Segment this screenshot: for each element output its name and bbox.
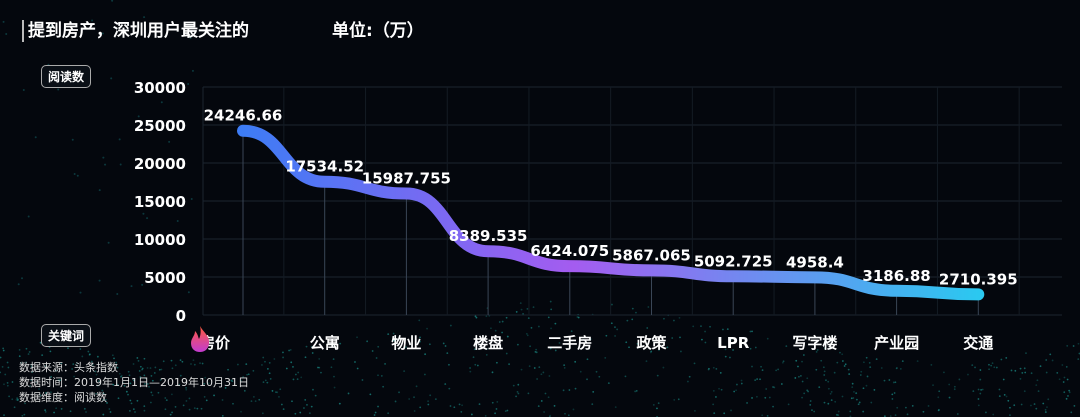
data-point [647, 265, 657, 275]
data-label: 5092.725 [694, 252, 773, 270]
data-label: 3186.88 [862, 267, 930, 285]
x-tick-label: 交通 [963, 334, 993, 352]
x-tick-label: LPR [717, 334, 750, 352]
x-tick-label: 产业园 [874, 334, 919, 352]
x-tick-label: 写字楼 [792, 334, 837, 352]
data-label: 6424.075 [530, 242, 609, 260]
x-tick-label: 政策 [636, 334, 667, 352]
data-point [728, 271, 738, 281]
data-label: 2710.395 [939, 270, 1018, 288]
data-point [973, 289, 983, 299]
data-label: 4958.4 [786, 253, 844, 271]
data-notes: 数据来源：头条指数 数据时间：2019年1月1日—2019年10月31日 数据维… [19, 360, 249, 405]
data-point [565, 261, 575, 271]
y-tick-label: 25000 [134, 117, 186, 135]
data-point [320, 177, 330, 187]
data-point [810, 272, 820, 282]
y-tick-label: 5000 [144, 269, 186, 287]
y-tick-label: 0 [176, 307, 186, 325]
data-point [892, 286, 902, 296]
data-label: 17534.52 [285, 158, 364, 176]
x-tick-label: 物业 [391, 334, 421, 352]
x-axis-tag: 关键词 [41, 324, 92, 347]
series-line [237, 124, 985, 301]
x-tick-label: 二手房 [547, 334, 592, 352]
data-point [238, 126, 248, 136]
x-tick-label: 公寓 [310, 334, 340, 352]
note-source: 数据来源：头条指数 [19, 361, 118, 374]
data-point [401, 188, 411, 198]
unit-label: 单位:（万） [332, 21, 424, 41]
page-title: 提到房产，深圳用户最关注的 [22, 20, 249, 42]
x-tick-label: 楼盘 [473, 334, 503, 352]
y-tick-label: 30000 [134, 79, 186, 97]
note-dimension: 数据维度：阅读数 [19, 391, 107, 404]
y-tick-label: 15000 [134, 193, 186, 211]
y-tick-label: 20000 [134, 155, 186, 173]
y-axis-tag: 阅读数 [41, 65, 92, 88]
data-label: 15987.755 [362, 169, 451, 187]
data-label: 24246.66 [204, 107, 283, 125]
data-label: 5867.065 [612, 246, 691, 264]
data-point [483, 246, 493, 256]
y-tick-label: 10000 [134, 231, 186, 249]
fire-icon [191, 326, 210, 352]
data-label: 8389.535 [449, 227, 528, 245]
note-time: 数据时间：2019年1月1日—2019年10月31日 [19, 376, 249, 389]
